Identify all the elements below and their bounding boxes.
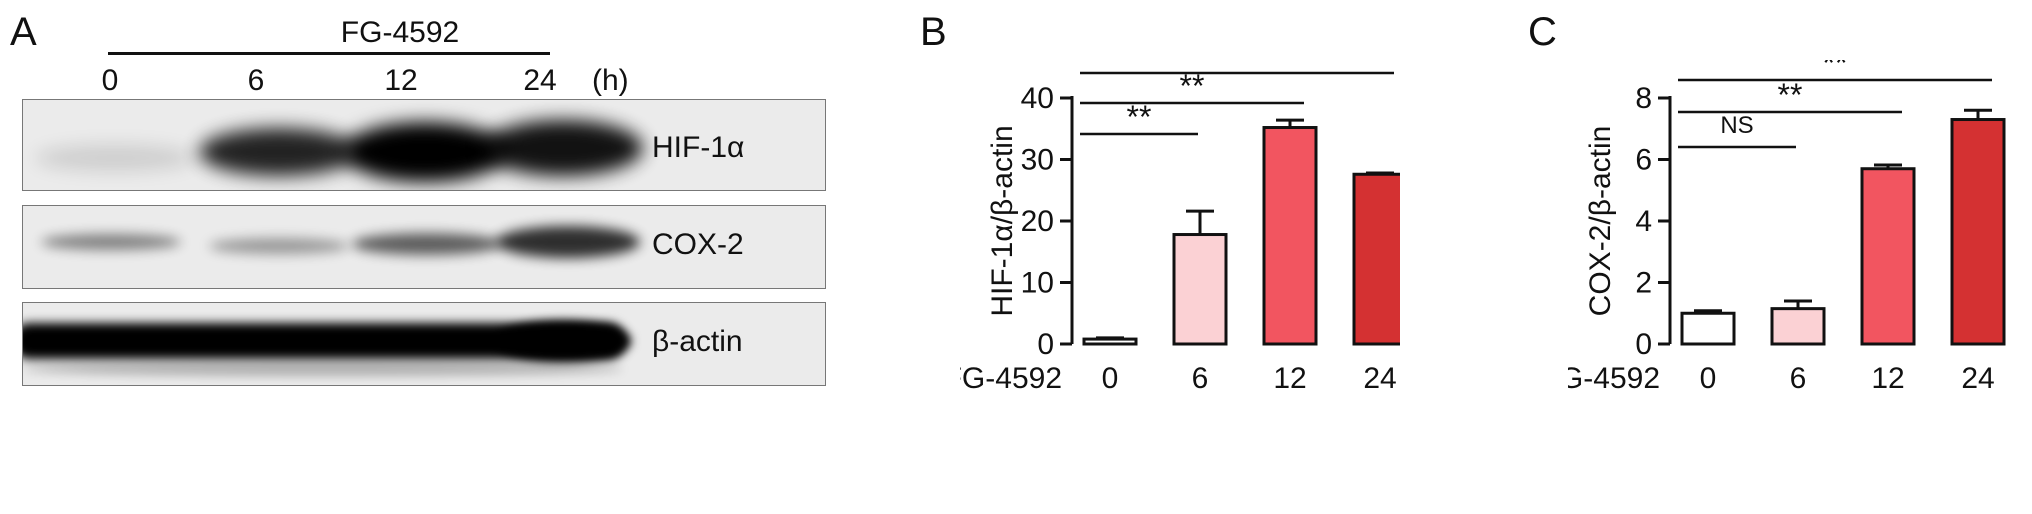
y-tick-label: 40	[1021, 82, 1054, 115]
band-hif-lane-3	[483, 120, 643, 176]
chart-b: 010203040HIF-1α/β-actin061224FG-4592(h)*…	[960, 60, 1400, 395]
y-tick-label: 20	[1021, 205, 1054, 238]
bar	[1770, 307, 1826, 346]
blot-label-cox2: COX-2	[652, 228, 744, 261]
bar	[1680, 311, 1736, 346]
treatment-label: FG-4592	[340, 16, 460, 49]
significance-label: NS	[1720, 112, 1753, 139]
band-actin-lane-3	[495, 321, 631, 361]
significance-label: **	[1127, 99, 1152, 135]
x-axis-label: FG-4592	[1568, 362, 1660, 395]
band-hif-lane-0	[35, 145, 195, 171]
lane-time-label: 24	[523, 64, 557, 97]
y-tick-label: 30	[1021, 144, 1054, 177]
x-tick-label: 12	[1871, 362, 1904, 395]
lane-time-label: 0	[101, 64, 119, 97]
y-tick-label: 0	[1037, 328, 1054, 361]
panel-c-letter: C	[1528, 10, 1557, 54]
bar	[1172, 233, 1228, 346]
x-tick-label: 24	[1961, 362, 1994, 395]
time-unit-label: (h)	[592, 64, 629, 97]
y-tick-label: 0	[1635, 328, 1652, 361]
bar	[1950, 118, 2006, 346]
x-tick-label: 6	[1790, 362, 1807, 395]
x-tick-label: 0	[1102, 362, 1119, 395]
band-cox2-lane-2	[352, 233, 502, 255]
bar	[1262, 126, 1318, 346]
x-tick-label: 6	[1192, 362, 1209, 395]
treatment-line	[108, 52, 550, 55]
y-axis-label: HIF-1α/β-actin	[986, 125, 1019, 316]
bar	[1352, 172, 1400, 346]
lane-time-label: 12	[384, 64, 418, 97]
band-cox2-lane-3	[496, 226, 640, 258]
band-actin-strip	[23, 323, 625, 359]
y-tick-label: 6	[1635, 144, 1652, 177]
blot-row-cox2	[22, 205, 826, 289]
y-tick-label: 2	[1635, 267, 1652, 300]
x-tick-label: 0	[1700, 362, 1717, 395]
blot-label-hif: HIF-1α	[652, 131, 745, 164]
band-cox2-lane-1	[209, 238, 349, 254]
blot-row-hif	[22, 99, 826, 191]
band-hif-lane-1	[199, 128, 359, 176]
x-tick-label: 24	[1363, 362, 1396, 395]
x-axis-label: FG-4592	[960, 362, 1062, 395]
y-tick-label: 10	[1021, 267, 1054, 300]
blot-row-actin	[22, 302, 826, 386]
lane-time-label: 6	[247, 64, 265, 97]
bar	[1082, 337, 1138, 346]
band-cox2-lane-0	[41, 234, 181, 250]
y-tick-label: 8	[1635, 82, 1652, 115]
panel-a-letter: A	[10, 10, 37, 54]
band-actin-shadow	[23, 362, 623, 376]
y-tick-label: 4	[1635, 205, 1652, 238]
blot-label-actin: β-actin	[652, 325, 743, 358]
band-hif-lane-2	[343, 122, 507, 182]
bar	[1860, 167, 1916, 346]
y-axis-label: COX-2/β-actin	[1584, 126, 1617, 317]
x-tick-label: 12	[1273, 362, 1306, 395]
significance-label: **	[1823, 60, 1848, 81]
significance-label: **	[1225, 60, 1250, 74]
significance-label: **	[1778, 77, 1803, 113]
panel-b-letter: B	[920, 10, 947, 54]
